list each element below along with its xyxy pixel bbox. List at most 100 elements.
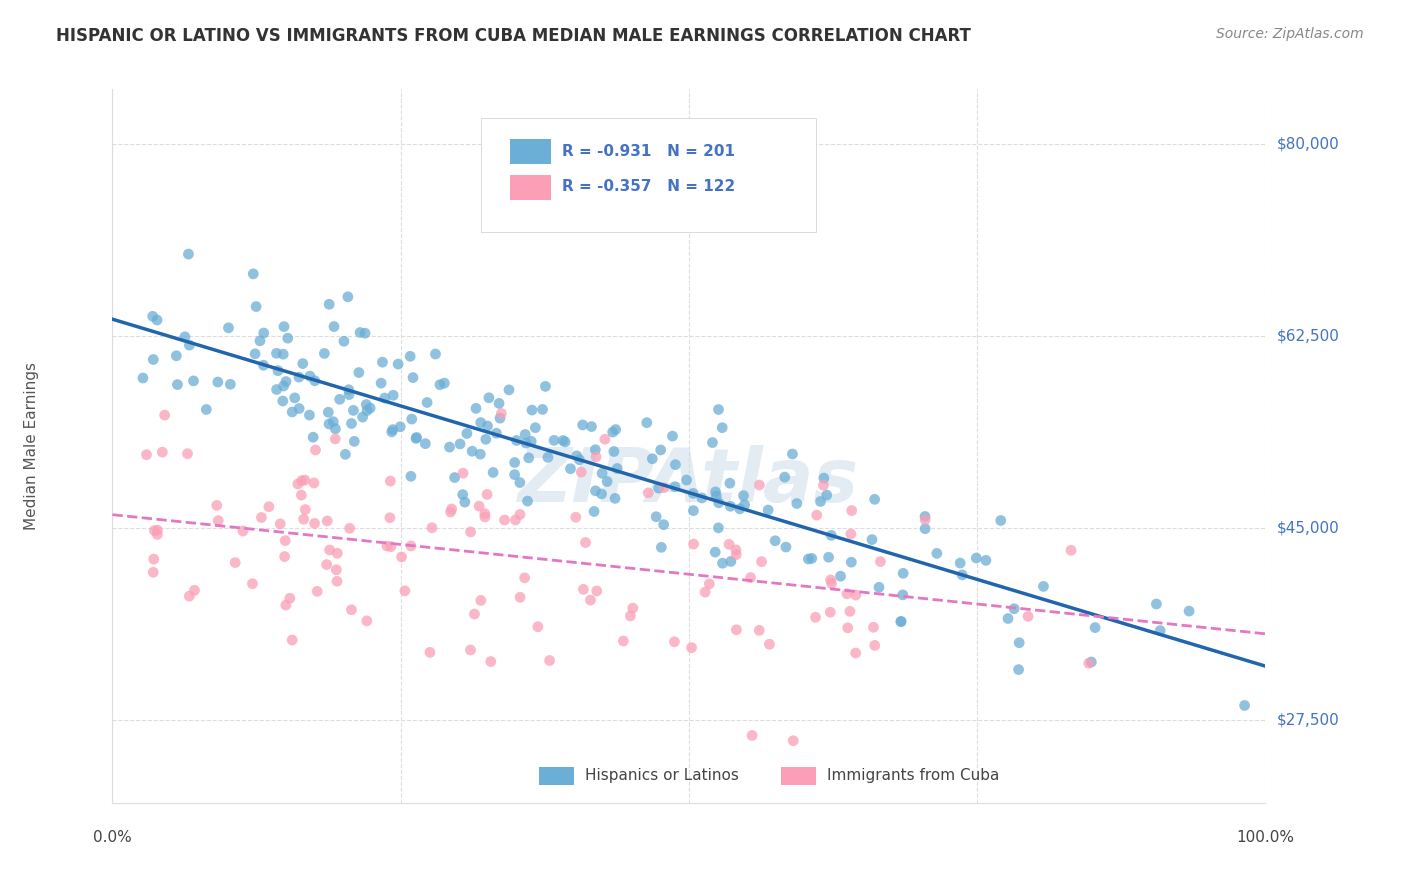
Immigrants from Cuba xyxy=(681,640,703,655)
Hispanics or Latinos xyxy=(389,419,412,434)
Hispanics or Latinos xyxy=(603,491,626,506)
Hispanics or Latinos xyxy=(291,357,314,371)
Hispanics or Latinos xyxy=(142,352,165,367)
Hispanics or Latinos xyxy=(797,552,820,566)
FancyBboxPatch shape xyxy=(510,139,551,164)
Hispanics or Latinos xyxy=(605,423,627,437)
Immigrants from Cuba xyxy=(242,576,264,591)
Immigrants from Cuba xyxy=(269,516,291,531)
FancyBboxPatch shape xyxy=(782,767,815,785)
Immigrants from Cuba xyxy=(725,548,748,562)
Immigrants from Cuba xyxy=(274,533,297,548)
Hispanics or Latinos xyxy=(531,402,554,417)
Immigrants from Cuba xyxy=(274,598,297,612)
Hispanics or Latinos xyxy=(271,347,294,361)
Text: $80,000: $80,000 xyxy=(1277,136,1340,152)
Hispanics or Latinos xyxy=(591,487,613,501)
FancyBboxPatch shape xyxy=(510,175,551,200)
Hispanics or Latinos xyxy=(1144,597,1167,611)
Hispanics or Latinos xyxy=(218,321,240,335)
Immigrants from Cuba xyxy=(612,634,634,648)
Immigrants from Cuba xyxy=(751,555,773,569)
Hispanics or Latinos xyxy=(478,391,501,405)
Immigrants from Cuba xyxy=(845,646,868,660)
Hispanics or Latinos xyxy=(1084,621,1107,635)
Hispanics or Latinos xyxy=(650,541,672,555)
Hispanics or Latinos xyxy=(839,555,862,569)
Hispanics or Latinos xyxy=(335,447,357,461)
Hispanics or Latinos xyxy=(249,334,271,348)
Hispanics or Latinos xyxy=(252,358,274,372)
Hispanics or Latinos xyxy=(439,440,461,454)
Hispanics or Latinos xyxy=(1149,624,1171,638)
Hispanics or Latinos xyxy=(266,383,288,397)
Hispanics or Latinos xyxy=(333,334,356,349)
Immigrants from Cuba xyxy=(863,639,886,653)
Hispanics or Latinos xyxy=(1178,604,1201,618)
Hispanics or Latinos xyxy=(718,476,741,491)
Immigrants from Cuba xyxy=(572,582,595,597)
Immigrants from Cuba xyxy=(820,605,842,619)
Immigrants from Cuba xyxy=(804,610,827,624)
Hispanics or Latinos xyxy=(965,551,987,566)
Hispanics or Latinos xyxy=(914,522,936,536)
Immigrants from Cuba xyxy=(569,465,592,479)
Hispanics or Latinos xyxy=(336,290,359,304)
Hispanics or Latinos xyxy=(359,401,381,415)
Immigrants from Cuba xyxy=(740,571,762,585)
Hispanics or Latinos xyxy=(1008,636,1031,650)
Hispanics or Latinos xyxy=(142,310,165,324)
Hispanics or Latinos xyxy=(602,425,624,439)
Immigrants from Cuba xyxy=(153,408,176,422)
Hispanics or Latinos xyxy=(195,402,218,417)
Immigrants from Cuba xyxy=(585,450,607,464)
Immigrants from Cuba xyxy=(323,432,346,446)
Immigrants from Cuba xyxy=(1077,657,1099,671)
Hispanics or Latinos xyxy=(318,405,340,419)
Immigrants from Cuba xyxy=(183,583,205,598)
Hispanics or Latinos xyxy=(174,330,197,344)
Hispanics or Latinos xyxy=(718,500,741,514)
Hispanics or Latinos xyxy=(242,267,264,281)
Immigrants from Cuba xyxy=(304,442,326,457)
Immigrants from Cuba xyxy=(565,510,588,524)
Hispanics or Latinos xyxy=(537,450,560,465)
Text: $62,500: $62,500 xyxy=(1277,329,1340,343)
Immigrants from Cuba xyxy=(325,563,347,577)
Hispanics or Latinos xyxy=(381,425,404,439)
Immigrants from Cuba xyxy=(380,540,402,554)
Immigrants from Cuba xyxy=(378,510,401,524)
Hispanics or Latinos xyxy=(207,375,229,389)
Hispanics or Latinos xyxy=(756,503,779,517)
Immigrants from Cuba xyxy=(394,583,416,598)
Hispanics or Latinos xyxy=(470,447,492,461)
Immigrants from Cuba xyxy=(725,623,748,637)
Immigrants from Cuba xyxy=(474,510,496,524)
Hispanics or Latinos xyxy=(323,319,346,334)
Hispanics or Latinos xyxy=(554,434,576,449)
Hispanics or Latinos xyxy=(342,403,364,417)
Hispanics or Latinos xyxy=(702,435,724,450)
Immigrants from Cuba xyxy=(699,577,721,591)
Hispanics or Latinos xyxy=(682,486,704,500)
Hispanics or Latinos xyxy=(219,377,242,392)
Hispanics or Latinos xyxy=(343,434,366,449)
Hispanics or Latinos xyxy=(650,442,672,457)
Hispanics or Latinos xyxy=(347,366,370,380)
Immigrants from Cuba xyxy=(837,621,859,635)
Hispanics or Latinos xyxy=(704,484,727,499)
Hispanics or Latinos xyxy=(329,392,352,407)
Hispanics or Latinos xyxy=(707,496,730,510)
Hispanics or Latinos xyxy=(461,444,484,458)
Immigrants from Cuba xyxy=(748,624,770,638)
Immigrants from Cuba xyxy=(179,589,201,603)
Hispanics or Latinos xyxy=(245,300,267,314)
Immigrants from Cuba xyxy=(491,407,513,421)
Hispanics or Latinos xyxy=(1032,579,1054,593)
Hispanics or Latinos xyxy=(146,313,169,327)
Hispanics or Latinos xyxy=(517,450,540,465)
Hispanics or Latinos xyxy=(914,509,936,524)
Text: Source: ZipAtlas.com: Source: ZipAtlas.com xyxy=(1216,27,1364,41)
Hispanics or Latinos xyxy=(340,417,363,431)
Immigrants from Cuba xyxy=(375,539,398,553)
